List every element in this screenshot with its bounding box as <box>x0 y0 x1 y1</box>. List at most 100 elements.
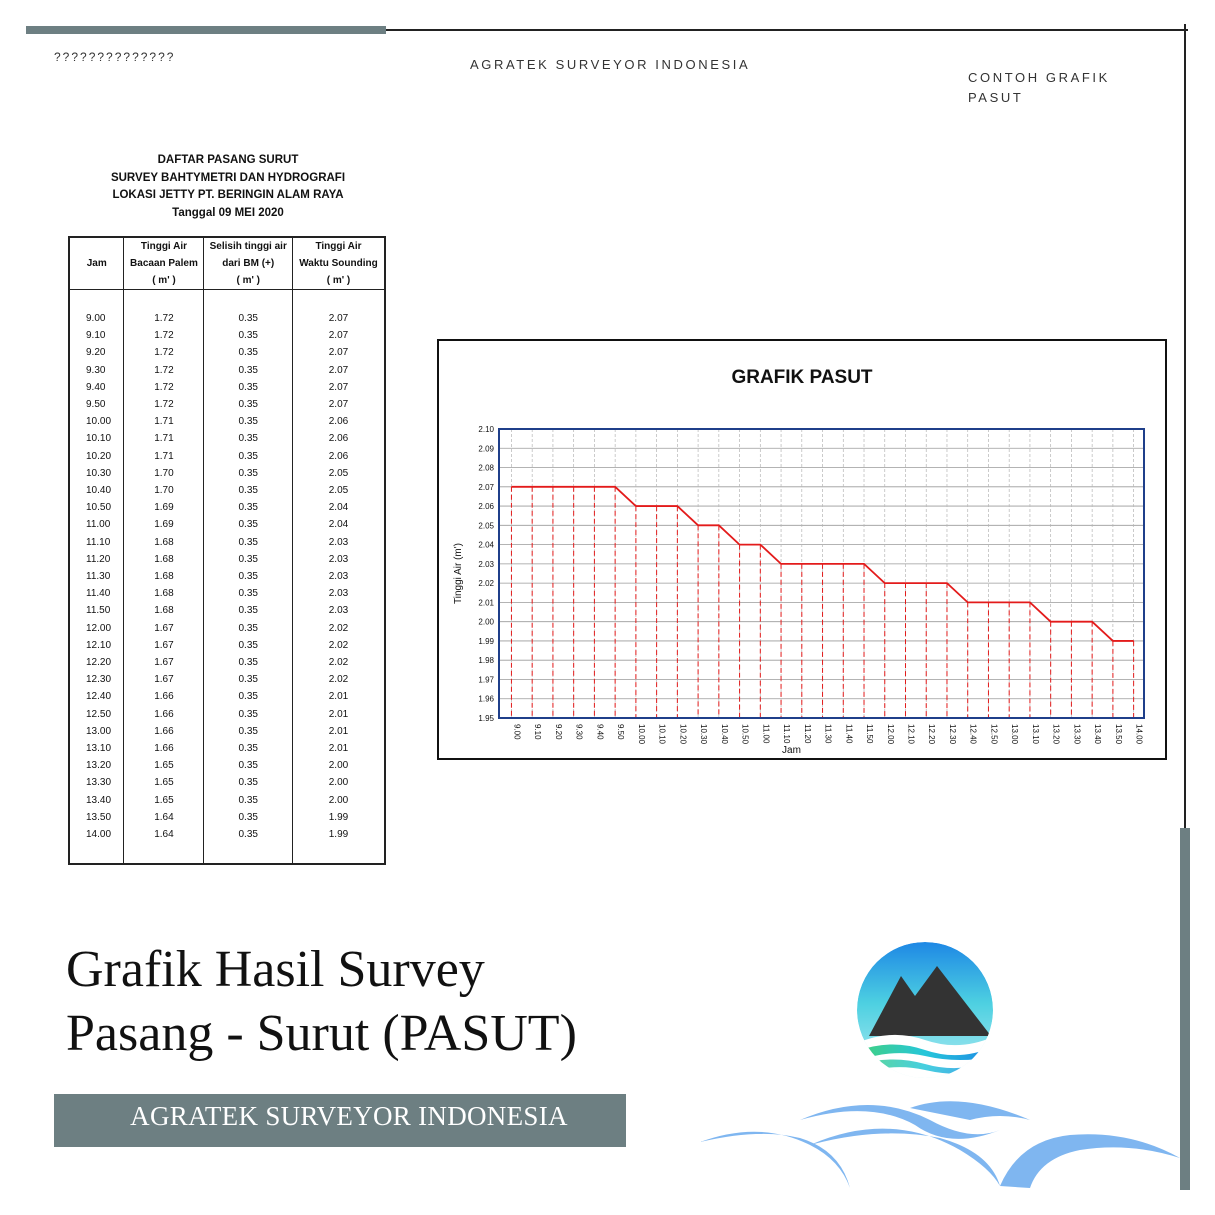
table-cell: 10.00 <box>69 413 125 431</box>
header-line: Bacaan Palem <box>130 258 198 269</box>
table-cell: 2.07 <box>328 381 349 393</box>
table-cell: 12.30 <box>69 671 125 689</box>
table-cell: 0.35 <box>203 464 293 483</box>
table-cell: 1.71 <box>123 430 205 448</box>
table-cell: 12.40 <box>69 688 125 706</box>
table-cell: 1.72 <box>123 378 205 397</box>
x-tick-label: 9.40 <box>595 724 604 740</box>
x-tick-label: 10.40 <box>720 724 729 745</box>
table-cell: 2.07 <box>328 364 349 376</box>
x-tick-label: 13.40 <box>1093 724 1102 745</box>
x-tick-label: 9.00 <box>512 724 521 740</box>
table-row: 11.00 1.69 0.35 2.04 <box>69 516 385 534</box>
header-line: Tinggi Air <box>315 241 362 252</box>
table-cell: 13.40 <box>69 791 125 809</box>
table-cell: 0.35 <box>203 757 293 775</box>
header-line: Selisih tinggi air <box>209 241 287 252</box>
x-tick-label: 14.00 <box>1135 724 1144 745</box>
table-cell: 10.20 <box>69 447 125 465</box>
table-cell: 0.35 <box>203 636 293 655</box>
series-line <box>511 485 1134 642</box>
table-row: 13.50 1.64 0.35 1.99 <box>69 808 385 827</box>
table-cell: 1.67 <box>123 619 205 637</box>
table-cell: 9.50 <box>69 396 125 414</box>
header-line: ( m' ) <box>236 275 260 286</box>
table-cell: 1.72 <box>123 327 205 345</box>
table-cell: 1.66 <box>123 740 205 758</box>
table-cell: 1.72 <box>123 361 205 379</box>
y-tick-label: 2.04 <box>478 541 494 550</box>
table-row: 13.30 1.65 0.35 2.00 <box>69 774 385 792</box>
table-cell: 0.35 <box>203 722 293 741</box>
table-cell: 2.03 <box>328 588 349 600</box>
top-border-line <box>386 29 1188 31</box>
table-cell: 2.01 <box>328 691 349 703</box>
table-cell: 1.68 <box>123 585 205 603</box>
x-tick-label: 9.30 <box>575 724 584 740</box>
table-cell: 1.67 <box>123 654 205 672</box>
table-cell: 1.66 <box>123 722 205 741</box>
table-row: 13.00 1.66 0.35 2.01 <box>69 722 385 741</box>
table-spacer-cell <box>123 843 205 865</box>
table-cell: 1.71 <box>123 413 205 431</box>
table-spacer-row <box>69 843 385 865</box>
table-cell: 0.35 <box>203 568 293 586</box>
table-cell: 1.65 <box>123 774 205 792</box>
table-spacer-cell <box>203 843 293 865</box>
header-bacaan-palem: Tinggi Air Bacaan Palem ( m' ) <box>123 237 205 290</box>
table-cell: 0.35 <box>203 705 293 723</box>
header-line: dari BM (+) <box>222 258 275 269</box>
table-cell: 2.02 <box>328 622 349 634</box>
y-tick-label: 2.09 <box>478 444 494 453</box>
x-tick-label: 12.10 <box>906 724 915 745</box>
table-cell: 0.35 <box>203 378 293 397</box>
table-row: 13.10 1.66 0.35 2.01 <box>69 740 385 758</box>
table-cell: 2.03 <box>328 605 349 617</box>
x-tick-label: 9.10 <box>533 724 542 740</box>
table-cell: 2.01 <box>328 708 349 720</box>
table-cell: 9.00 <box>69 310 125 328</box>
table-cell: 1.65 <box>123 791 205 809</box>
y-tick-label: 2.02 <box>478 579 494 588</box>
header-caption-line1: CONTOH GRAFIK <box>968 70 1110 85</box>
table-cell: 12.50 <box>69 705 125 723</box>
table-heading-line: Tanggal 09 MEI 2020 <box>172 206 284 219</box>
header-line: ( m' ) <box>152 275 176 286</box>
x-tick-label: 11.40 <box>844 724 853 744</box>
x-tick-label: 13.10 <box>1031 724 1040 745</box>
header-caption: CONTOH GRAFIK PASUT <box>968 68 1138 108</box>
y-tick-label: 2.08 <box>478 464 494 473</box>
table-cell: 13.10 <box>69 740 125 758</box>
table-cell: 2.07 <box>328 313 349 324</box>
x-tick-label: 9.20 <box>554 724 563 740</box>
table-cell: 1.99 <box>328 829 349 841</box>
x-tick-label: 12.30 <box>948 724 957 745</box>
company-logo-icon <box>857 942 993 1078</box>
table-cell: 11.50 <box>69 602 125 620</box>
x-tick-label: 10.20 <box>678 724 687 745</box>
table-row: 12.20 1.67 0.35 2.02 <box>69 654 385 672</box>
table-cell: 0.35 <box>203 808 293 827</box>
table-cell: 2.03 <box>328 553 349 565</box>
header-line: Tinggi Air <box>140 241 187 252</box>
x-tick-label: 12.50 <box>989 724 998 745</box>
table-cell: 1.69 <box>123 516 205 534</box>
table-cell: 11.30 <box>69 568 125 586</box>
table-cell: 0.35 <box>203 499 293 517</box>
table-cell: 2.07 <box>328 399 349 411</box>
table-cell: 11.40 <box>69 585 125 603</box>
table-row: 12.30 1.67 0.35 2.02 <box>69 671 385 689</box>
table-cell: 13.30 <box>69 774 125 792</box>
y-tick-label: 1.96 <box>478 695 494 704</box>
table-cell: 1.64 <box>123 808 205 827</box>
table-cell: 2.07 <box>328 330 349 342</box>
table-cell: 1.71 <box>123 447 205 465</box>
table-cell: 0.35 <box>203 430 293 448</box>
x-tick-label: 12.20 <box>927 724 936 745</box>
table-cell: 0.35 <box>203 671 293 689</box>
table-cell: 2.04 <box>328 502 349 514</box>
y-tick-label: 2.06 <box>478 502 494 511</box>
table-cell: 0.35 <box>203 344 293 362</box>
table-heading-line: SURVEY BAHTYMETRI DAN HYDROGRAFI <box>110 171 346 184</box>
table-cell: 9.30 <box>69 361 125 379</box>
